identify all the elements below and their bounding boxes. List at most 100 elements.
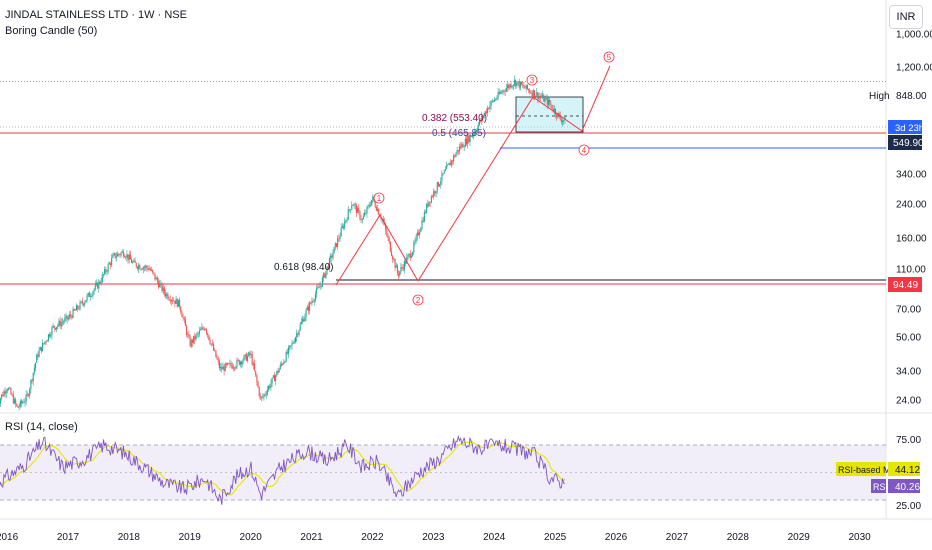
time-axis-label: 2029 bbox=[788, 532, 811, 543]
candle-body bbox=[415, 236, 417, 242]
candle-body bbox=[253, 363, 256, 371]
candle-body bbox=[319, 285, 321, 288]
candle-body bbox=[166, 293, 168, 297]
candle-body bbox=[532, 90, 534, 96]
candle-body bbox=[78, 308, 80, 310]
candle-body bbox=[536, 92, 538, 96]
candle-body bbox=[126, 254, 128, 258]
candle-body bbox=[416, 232, 418, 237]
candle-body bbox=[222, 366, 224, 370]
candle-body bbox=[348, 209, 350, 211]
wave-circle bbox=[603, 51, 615, 63]
candle-body bbox=[476, 130, 478, 132]
candle-body bbox=[141, 268, 143, 270]
indicator-label[interactable]: Boring Candle (50) bbox=[5, 25, 98, 37]
time-axis-label: 2024 bbox=[483, 532, 506, 543]
candle-body bbox=[323, 273, 325, 278]
candle-body bbox=[554, 108, 557, 115]
wave-number: 1 bbox=[377, 194, 382, 203]
candle-body bbox=[448, 162, 450, 165]
candle-body bbox=[270, 383, 272, 388]
candle-body bbox=[471, 135, 473, 137]
candle-body bbox=[408, 253, 410, 256]
candle-body bbox=[496, 97, 498, 100]
candle-body bbox=[91, 295, 93, 297]
candle-body bbox=[143, 267, 146, 269]
candle-body bbox=[99, 281, 101, 284]
candle-body bbox=[258, 387, 260, 397]
candle-body bbox=[262, 396, 264, 398]
candle-body bbox=[190, 339, 192, 347]
candle-body bbox=[284, 361, 286, 363]
rsi-pane-title[interactable]: RSI (14, close) bbox=[5, 421, 78, 433]
candle-body bbox=[162, 287, 164, 292]
candle-body bbox=[443, 170, 445, 174]
candle-body bbox=[100, 281, 102, 284]
candle-body bbox=[265, 394, 267, 396]
candle-body bbox=[118, 253, 120, 255]
candle-body bbox=[125, 257, 127, 258]
candle-body bbox=[413, 242, 415, 253]
candle-body bbox=[16, 403, 18, 406]
candle-body bbox=[94, 284, 96, 290]
time-axis-label: 2022 bbox=[361, 532, 384, 543]
candle-body bbox=[342, 226, 345, 228]
candle-body bbox=[303, 319, 305, 322]
candle-body bbox=[163, 287, 165, 294]
candle-body bbox=[539, 95, 541, 97]
candle-body bbox=[31, 380, 33, 382]
candle-body bbox=[93, 289, 95, 292]
support-price-tag-bg bbox=[888, 277, 922, 292]
candle-body bbox=[409, 253, 411, 258]
candle-body bbox=[183, 317, 185, 320]
candle-body bbox=[346, 219, 348, 221]
candle-body bbox=[53, 325, 55, 328]
candle-body bbox=[116, 253, 119, 257]
symbol-title[interactable]: JINDAL STAINLESS LTD · 1W · NSE bbox=[5, 9, 187, 21]
candle-body bbox=[394, 259, 396, 268]
candle-body bbox=[40, 347, 42, 352]
candle-body bbox=[485, 111, 487, 114]
candle-body bbox=[521, 81, 523, 85]
candle-body bbox=[440, 181, 442, 185]
candle-body bbox=[71, 315, 73, 318]
candle-body bbox=[266, 389, 268, 395]
candle-body bbox=[467, 135, 469, 145]
candle-body bbox=[506, 85, 509, 89]
candle-body bbox=[402, 267, 404, 270]
candle-body bbox=[332, 253, 334, 258]
candle-body bbox=[444, 169, 446, 171]
candle-body bbox=[540, 96, 543, 98]
candle-body bbox=[516, 82, 518, 87]
candle-body bbox=[306, 306, 308, 311]
wave-circle bbox=[578, 144, 590, 156]
candle-body bbox=[26, 394, 28, 396]
candle-body bbox=[49, 334, 51, 337]
candle-body bbox=[63, 321, 65, 323]
candle-body bbox=[205, 329, 208, 334]
candle-body bbox=[86, 295, 88, 301]
candle-body bbox=[109, 263, 112, 265]
candle-body bbox=[161, 283, 163, 292]
rsi-axis-25: 25.00 bbox=[896, 501, 921, 512]
candles bbox=[0, 75, 566, 411]
candle-body bbox=[352, 205, 354, 207]
candle-body bbox=[522, 84, 524, 86]
candle-body bbox=[235, 366, 237, 369]
candle-body bbox=[420, 228, 422, 232]
candle-body bbox=[551, 104, 553, 109]
candle-body bbox=[241, 361, 243, 365]
currency-button[interactable]: INR bbox=[889, 5, 923, 29]
candle-body bbox=[245, 354, 247, 361]
candle-body bbox=[351, 205, 353, 210]
candle-body bbox=[435, 191, 437, 194]
candle-body bbox=[508, 85, 510, 88]
candle-body bbox=[561, 120, 564, 123]
candle-body bbox=[221, 366, 223, 370]
candle-body bbox=[268, 386, 270, 390]
candle-body bbox=[436, 182, 438, 192]
rsi-line bbox=[0, 434, 565, 505]
candle-body bbox=[229, 363, 231, 364]
countdown-tag: 3d 23h bbox=[895, 123, 924, 134]
